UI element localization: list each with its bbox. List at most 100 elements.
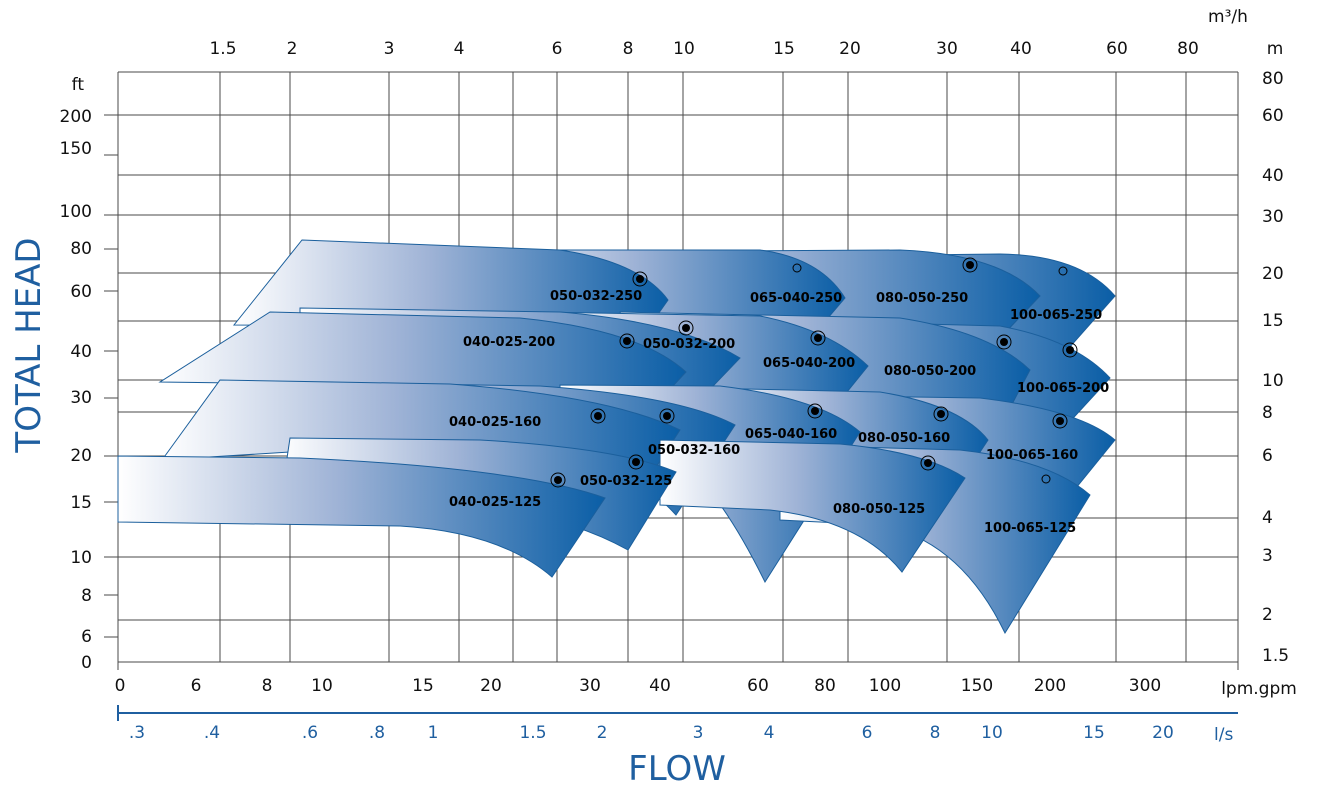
right-tick: 60 — [1262, 106, 1284, 126]
ls-tick: 6 — [862, 723, 873, 743]
bottom-tick: 80 — [814, 676, 836, 696]
left-tick: 30 — [70, 388, 92, 408]
right-tick: 80 — [1262, 69, 1284, 89]
ls-tick: 10 — [981, 723, 1003, 743]
label-080-050-125: 080-050-125 — [833, 502, 925, 517]
left-tick: 60 — [70, 282, 92, 302]
left-tick: 15 — [70, 493, 92, 513]
bep-080-050-200 — [996, 334, 1012, 350]
bottom-tick: 30 — [579, 676, 601, 696]
right-tick: 20 — [1262, 264, 1284, 284]
bep-080-050-160 — [933, 406, 949, 422]
label-080-050-160: 080-050-160 — [858, 431, 950, 446]
bottom-tick: 200 — [1034, 676, 1066, 696]
ls-tick: .6 — [302, 723, 318, 743]
bep-065-040-200 — [810, 330, 826, 346]
bep-040-025-160 — [590, 408, 606, 424]
top-axis: m³/h 1.5 2 3 4 6 8 10 15 20 30 40 60 80 … — [209, 7, 1283, 59]
right-tick: 30 — [1262, 207, 1284, 227]
label-080-050-200: 080-050-200 — [884, 364, 976, 379]
unit-m3h: m³/h — [1208, 7, 1248, 27]
ls-tick: 8 — [930, 723, 941, 743]
ls-tick: .3 — [129, 723, 145, 743]
left-tick: 40 — [70, 342, 92, 362]
left-tick: 100 — [60, 202, 92, 222]
label-050-032-200: 050-032-200 — [643, 337, 735, 352]
right-tick: 15 — [1262, 311, 1284, 331]
bep-040-025-125 — [550, 472, 566, 488]
label-065-040-250: 065-040-250 — [750, 291, 842, 306]
top-tick: 60 — [1106, 39, 1128, 59]
top-tick: 4 — [454, 39, 465, 59]
ls-tick: 3 — [693, 723, 704, 743]
label-040-025-200: 040-025-200 — [463, 335, 555, 350]
bep-050-032-200 — [678, 320, 694, 336]
fan-040-025-125 — [117, 455, 606, 578]
left-axis: ft 200 150 100 80 60 40 30 20 15 10 8 6 … — [60, 75, 92, 673]
label-080-050-250: 080-050-250 — [876, 291, 968, 306]
bep-100-065-200 — [1062, 342, 1078, 358]
performance-fans — [117, 239, 1116, 635]
x-axis-title: FLOW — [628, 749, 726, 788]
top-tick: 30 — [936, 39, 958, 59]
right-tick: 3 — [1262, 546, 1273, 566]
right-tick: 8 — [1262, 403, 1273, 423]
top-tick: 15 — [773, 39, 795, 59]
top-tick: 1.5 — [209, 39, 236, 59]
y-axis-title: TOTAL HEAD — [9, 237, 49, 453]
bottom-tick: 300 — [1129, 676, 1161, 696]
top-tick: 8 — [623, 39, 634, 59]
bep-050-032-125 — [628, 454, 644, 470]
bottom-tick: 20 — [480, 676, 502, 696]
label-100-065-125: 100-065-125 — [984, 521, 1076, 536]
bep-markers — [550, 257, 1078, 488]
label-100-065-200: 100-065-200 — [1017, 381, 1109, 396]
left-tick: 6 — [81, 627, 92, 647]
label-065-040-200: 065-040-200 — [763, 356, 855, 371]
ls-tick: 1.5 — [519, 723, 546, 743]
left-tick: 10 — [70, 548, 92, 568]
ls-tick: 20 — [1152, 723, 1174, 743]
bottom-axis: 0 6 8 10 15 20 30 40 60 80 100 150 200 3… — [115, 676, 1297, 699]
label-040-025-125: 040-025-125 — [449, 495, 541, 510]
label-050-032-160: 050-032-160 — [648, 443, 740, 458]
top-tick: 40 — [1010, 39, 1032, 59]
left-tick: 0 — [81, 653, 92, 673]
left-tick: 8 — [81, 586, 92, 606]
right-tick: 1.5 — [1262, 646, 1289, 666]
left-tick: 200 — [60, 107, 92, 127]
top-tick: 10 — [673, 39, 695, 59]
bottom-tick: 0 — [115, 676, 126, 696]
bottom-tick: 8 — [262, 676, 273, 696]
ls-tick: 4 — [764, 723, 775, 743]
ls-tick: 1 — [428, 723, 439, 743]
bottom-tick: 10 — [311, 676, 333, 696]
right-tick: 40 — [1262, 166, 1284, 186]
ls-tick: 15 — [1083, 723, 1105, 743]
fan-080-050-125 — [659, 439, 966, 573]
left-tick: 80 — [70, 239, 92, 259]
label-040-025-160: 040-025-160 — [449, 415, 541, 430]
blue-axis: .3 .4 .6 .8 1 1.5 2 3 4 6 8 10 15 20 l/s — [117, 705, 1238, 745]
bottom-tick: 6 — [191, 676, 202, 696]
bep-050-032-250 — [632, 271, 648, 287]
unit-ls: l/s — [1214, 725, 1233, 745]
bep-080-050-250 — [962, 257, 978, 273]
bep-040-025-200 — [619, 333, 635, 349]
bottom-tick: 60 — [747, 676, 769, 696]
ls-tick: .4 — [204, 723, 220, 743]
bep-065-040-160 — [807, 403, 823, 419]
bep-050-032-160 — [659, 408, 675, 424]
right-axis: 80 60 40 30 20 15 10 8 6 4 3 2 1.5 — [1262, 69, 1289, 666]
left-tick: 150 — [60, 139, 92, 159]
bottom-tick: 150 — [961, 676, 993, 696]
bep-100-065-250 — [1058, 266, 1068, 276]
bep-100-065-125 — [1041, 474, 1051, 484]
label-050-032-250: 050-032-250 — [550, 289, 642, 304]
left-tick: 20 — [70, 446, 92, 466]
unit-lpm: lpm.gpm — [1221, 679, 1297, 699]
top-tick: 20 — [839, 39, 861, 59]
right-tick: 4 — [1262, 508, 1273, 528]
unit-ft: ft — [72, 75, 85, 95]
